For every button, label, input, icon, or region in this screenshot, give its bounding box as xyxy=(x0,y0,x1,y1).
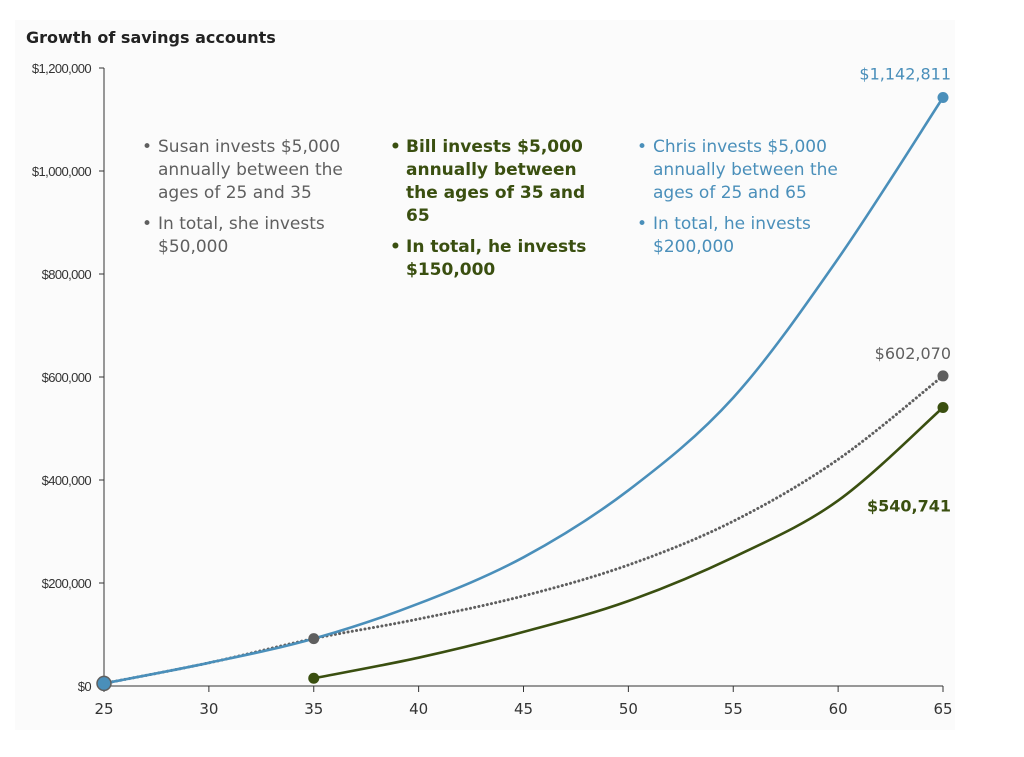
chris-note-2: In total, he invests $200,000 xyxy=(637,213,857,259)
y-tick-label-0: $0 xyxy=(78,679,92,694)
susan-annotation: Susan invests $5,000 annually between th… xyxy=(142,136,362,259)
chris-annotation: Chris invests $5,000 annually between th… xyxy=(637,136,857,259)
x-tick-label-45: 45 xyxy=(514,700,533,718)
y-tick-label-200000: $200,000 xyxy=(42,576,92,591)
x-tick-label-35: 35 xyxy=(304,700,323,718)
susan-note-1: Susan invests $5,000 annually between th… xyxy=(142,136,362,205)
y-tick-label-600000: $600,000 xyxy=(42,370,92,385)
susan-stop-point xyxy=(308,633,320,645)
x-tick-label-55: 55 xyxy=(724,700,743,718)
bill-note-1: Bill invests $5,000 annually between the… xyxy=(390,136,610,228)
chris-note-1: Chris invests $5,000 annually between th… xyxy=(637,136,857,205)
x-tick-label-25: 25 xyxy=(94,700,113,718)
bill-start-point xyxy=(308,672,320,684)
susan-line xyxy=(102,374,945,685)
bill-end-label: $540,741 xyxy=(867,497,951,516)
x-tick-label-40: 40 xyxy=(409,700,428,718)
origin-point xyxy=(96,675,112,692)
x-tick-label-30: 30 xyxy=(199,700,218,718)
x-tick-label-60: 60 xyxy=(829,700,848,718)
susan-note-2: In total, she invests $50,000 xyxy=(142,213,362,259)
y-tick-label-1200000: $1,200,000 xyxy=(32,61,91,76)
bill-note-2: In total, he invests $150,000 xyxy=(390,236,610,282)
x-tick-label-50: 50 xyxy=(619,700,638,718)
susan-end-point xyxy=(937,370,949,382)
bill-end-point xyxy=(937,402,949,414)
chris-line xyxy=(102,96,945,685)
susan-end-label: $602,070 xyxy=(875,344,951,363)
chris-end-point xyxy=(937,91,949,103)
chart-title: Growth of savings accounts xyxy=(26,28,276,47)
bill-annotation: Bill invests $5,000 annually between the… xyxy=(390,136,610,282)
bill-line xyxy=(312,406,945,680)
chris-end-label: $1,142,811 xyxy=(859,64,951,83)
y-tick-label-1000000: $1,000,000 xyxy=(32,164,91,179)
x-tick-label-65: 65 xyxy=(933,700,952,718)
y-tick-label-400000: $400,000 xyxy=(42,473,92,488)
y-tick-label-800000: $800,000 xyxy=(42,267,92,282)
